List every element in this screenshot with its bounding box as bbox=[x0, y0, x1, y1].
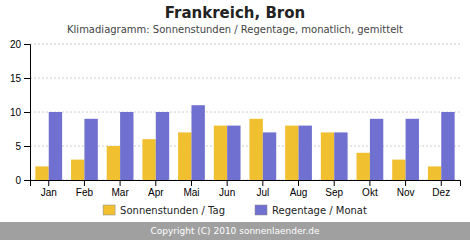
y-tick-label: 15 bbox=[10, 73, 22, 84]
title: Frankreich, Bron bbox=[165, 4, 305, 22]
x-tick-label: Jan bbox=[41, 187, 57, 198]
x-tick-label: Feb bbox=[76, 187, 94, 198]
x-tick: Okt bbox=[362, 180, 378, 198]
bar bbox=[227, 126, 240, 180]
x-tick: Mar bbox=[111, 180, 129, 198]
x-tick-label: Sep bbox=[325, 187, 343, 198]
x-tick: Aug bbox=[290, 180, 308, 198]
x-tick-label: Aug bbox=[290, 187, 308, 198]
y-tick-label: 5 bbox=[15, 141, 21, 152]
legend-swatch bbox=[255, 205, 267, 215]
x-tick: Apr bbox=[148, 180, 164, 198]
bar bbox=[35, 166, 48, 180]
bar bbox=[357, 153, 370, 180]
y-axis-line bbox=[24, 45, 31, 181]
y-axis: 0 5 10 15 20 bbox=[10, 39, 31, 186]
x-tick-mark bbox=[120, 180, 121, 186]
x-tick-mark bbox=[155, 180, 156, 186]
plot: 0 5 10 15 20 Jan Feb Mar Apr Mai Jun Jul Aug Sep Okt No… bbox=[10, 39, 461, 198]
bar bbox=[120, 112, 133, 180]
chart-svg: Frankreich, Bron Klimadiagramm: Sonnenstu… bbox=[0, 0, 470, 240]
bars bbox=[35, 105, 454, 180]
legend-label: Sonnenstunden / Tag bbox=[120, 205, 225, 216]
x-tick-label: Okt bbox=[362, 187, 378, 198]
x-tick: Sep bbox=[325, 180, 343, 198]
bar bbox=[142, 139, 155, 180]
bar bbox=[428, 166, 441, 180]
x-tick-mark bbox=[48, 180, 49, 186]
bar bbox=[263, 132, 276, 180]
x-tick-mark bbox=[262, 180, 263, 186]
grid bbox=[30, 44, 460, 180]
y-tick-label: 10 bbox=[10, 107, 22, 118]
bar bbox=[178, 132, 191, 180]
x-tick-mark bbox=[298, 180, 299, 186]
x-tick: Feb bbox=[76, 180, 94, 198]
y-tick: 5 bbox=[15, 141, 30, 152]
bar bbox=[441, 112, 454, 180]
y-tick-mark bbox=[24, 44, 30, 45]
y-tick-label: 0 bbox=[15, 175, 21, 186]
y-tick-mark bbox=[24, 146, 30, 147]
grid-line bbox=[30, 78, 460, 79]
y-tick: 15 bbox=[10, 73, 30, 84]
y-tick-mark bbox=[24, 78, 30, 79]
x-tick-label: Mai bbox=[183, 187, 199, 198]
legend-item: Regentage / Monat bbox=[255, 205, 367, 216]
x-tick-label: Mar bbox=[111, 187, 129, 198]
bar bbox=[214, 126, 227, 180]
x-tick-mark bbox=[191, 180, 192, 186]
x-tick: Dez bbox=[432, 180, 450, 198]
x-tick: Jun bbox=[219, 180, 235, 198]
x-tick: Nov bbox=[397, 180, 415, 198]
x-tick-label: Apr bbox=[148, 187, 164, 198]
bar bbox=[334, 132, 347, 180]
x-axis-line bbox=[31, 181, 461, 187]
bar bbox=[191, 105, 204, 180]
bar bbox=[299, 126, 312, 180]
legend: Sonnenstunden / Tag Regentage / Monat bbox=[103, 205, 367, 216]
grid-line bbox=[30, 112, 460, 113]
subtitle: Klimadiagramm: Sonnenstunden / Regentage… bbox=[67, 24, 403, 35]
y-tick: 0 bbox=[15, 175, 30, 186]
x-tick-label: Nov bbox=[397, 187, 415, 198]
y-tick: 10 bbox=[10, 107, 30, 118]
y-tick-label: 20 bbox=[10, 39, 22, 50]
y-tick-mark bbox=[24, 112, 30, 113]
x-tick-label: Jul bbox=[256, 187, 269, 198]
bar-series bbox=[49, 105, 455, 180]
bar bbox=[49, 112, 62, 180]
bar-series bbox=[35, 119, 441, 180]
bar bbox=[285, 126, 298, 180]
x-tick-mark bbox=[334, 180, 335, 186]
bar bbox=[84, 119, 97, 180]
legend-label: Regentage / Monat bbox=[272, 205, 367, 216]
bar bbox=[321, 132, 334, 180]
x-tick-mark bbox=[441, 180, 442, 186]
y-tick: 20 bbox=[10, 39, 30, 50]
legend-swatch bbox=[103, 205, 115, 215]
x-tick-mark bbox=[84, 180, 85, 186]
x-tick: Jan bbox=[41, 180, 57, 198]
footer-background bbox=[0, 222, 470, 240]
legend-item: Sonnenstunden / Tag bbox=[103, 205, 225, 216]
bar bbox=[156, 112, 169, 180]
grid-line bbox=[30, 44, 460, 45]
bar bbox=[249, 119, 262, 180]
x-tick-label: Jun bbox=[219, 187, 235, 198]
bar bbox=[406, 119, 419, 180]
y-tick-mark bbox=[24, 180, 30, 181]
x-axis: Jan Feb Mar Apr Mai Jun Jul Aug Sep Okt Nov Dez bbox=[31, 180, 461, 198]
bar bbox=[107, 146, 120, 180]
x-tick-mark bbox=[369, 180, 370, 186]
x-tick-mark bbox=[227, 180, 228, 186]
x-tick-mark bbox=[405, 180, 406, 186]
footer-text: Copyright (C) 2010 sonnenlaender.de bbox=[150, 226, 320, 236]
bar bbox=[370, 119, 383, 180]
x-tick: Jul bbox=[256, 180, 269, 198]
bar bbox=[71, 160, 84, 180]
x-tick: Mai bbox=[183, 180, 199, 198]
bar bbox=[392, 160, 405, 180]
x-tick-label: Dez bbox=[432, 187, 450, 198]
